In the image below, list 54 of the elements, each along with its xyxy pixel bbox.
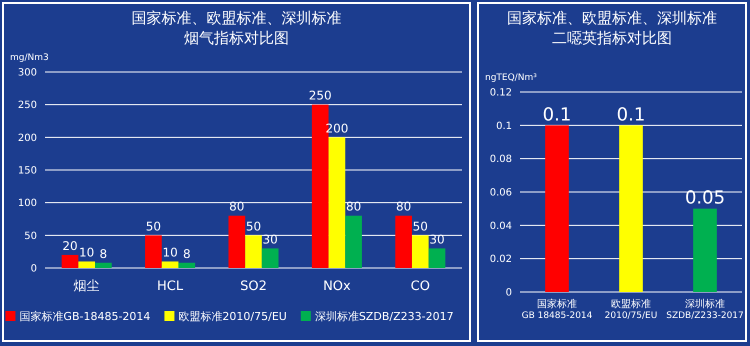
bar	[328, 137, 346, 268]
y-tick-label: 100	[18, 198, 37, 210]
data-label: 50	[246, 219, 262, 234]
y-tick-label: 50	[24, 230, 37, 242]
x-tick-label: HCL	[157, 279, 184, 294]
bar	[228, 216, 246, 268]
y-tick-label: 0.12	[490, 88, 512, 98]
bar	[78, 261, 96, 268]
bar	[95, 262, 112, 268]
bar	[145, 235, 162, 268]
bar	[395, 216, 412, 268]
y-tick-label: 0.1	[496, 120, 512, 132]
data-label: 8	[182, 246, 191, 261]
legend-label: 国家标准GB-18485-2014	[19, 310, 150, 323]
data-label: 8	[100, 246, 108, 261]
x-tick-label: 欧盟标准2010/75/EU	[604, 298, 658, 321]
y-tick-label: 300	[18, 68, 37, 78]
y-tick-label: 200	[18, 132, 37, 144]
chart-subtitle: 二噁英指标对比图	[552, 29, 672, 47]
y-tick-label: 0.06	[490, 188, 512, 198]
x-tick-label: SO2	[240, 279, 267, 294]
data-label: 0.1	[542, 104, 572, 126]
bar	[262, 248, 279, 268]
y-axis-title: ngTEQ/Nm³	[485, 73, 538, 83]
x-tick-label: 国家标准GB 18485-2014	[522, 298, 593, 321]
bar	[412, 235, 429, 268]
y-tick-label: 0.08	[490, 154, 512, 166]
y-tick-label: 250	[18, 100, 37, 112]
bar	[162, 261, 178, 268]
y-tick-label: 0.04	[490, 220, 512, 232]
x-tick-label: NOx	[323, 279, 352, 294]
data-label: 50	[412, 219, 428, 234]
x-tick-label: CO	[410, 279, 430, 294]
y-axis-title: mg/Nm3	[10, 53, 49, 63]
bar	[428, 248, 446, 268]
data-label: 20	[62, 238, 78, 253]
y-tick-label: 0	[30, 264, 37, 274]
y-tick-label: 0.02	[490, 254, 512, 266]
y-tick-label: 0	[506, 288, 512, 298]
bar	[178, 262, 196, 268]
x-tick-label: 烟尘	[74, 279, 100, 294]
data-label: 50	[146, 219, 162, 234]
chart-title: 国家标准、欧盟标准、深圳标准	[132, 9, 342, 27]
data-label: 10	[79, 245, 94, 260]
x-tick-label: 深圳标准SZDB/Z233-2017	[666, 298, 744, 321]
bar	[62, 254, 78, 268]
y-tick-label: 150	[18, 166, 37, 176]
bar	[245, 235, 262, 268]
data-label: 10	[162, 245, 178, 260]
data-label: 0.1	[616, 104, 646, 126]
data-label: 250	[308, 88, 332, 103]
chart-title: 国家标准、欧盟标准、深圳标准	[507, 9, 717, 27]
chart-subtitle: 烟气指标对比图	[184, 29, 289, 47]
bar	[345, 216, 362, 268]
